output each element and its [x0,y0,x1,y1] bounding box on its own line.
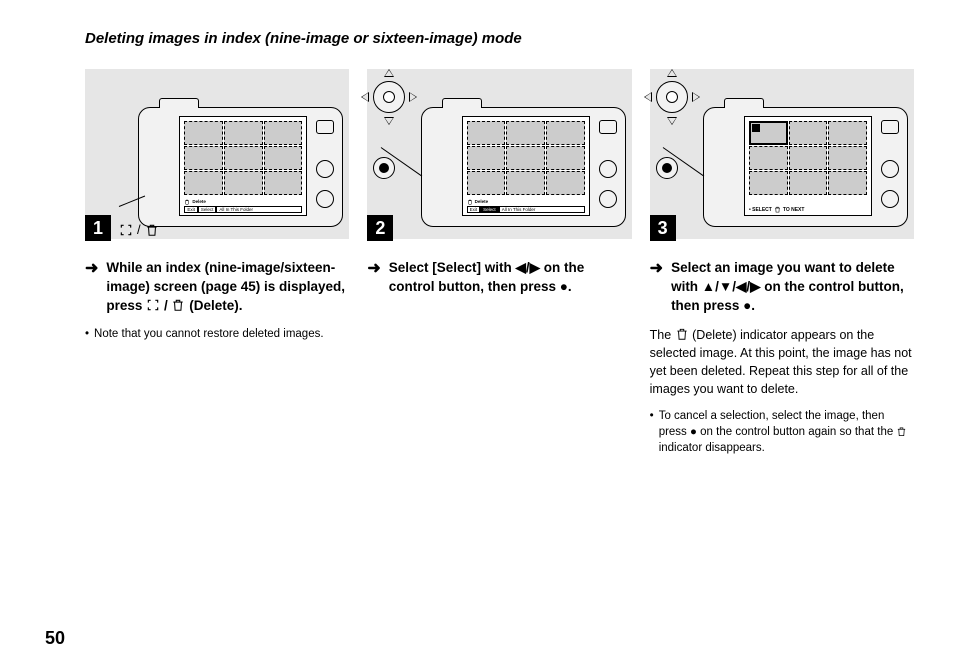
arrow-icon: ➜ [85,259,98,316]
delete-label: Delete [467,199,585,205]
step-number-1: 1 [85,215,111,241]
step-2-column: Delete Exit Select All In This Folder 2 [367,69,631,456]
all-folder-btn: All In This Folder [499,206,585,213]
step-2-figure: Delete Exit Select All In This Folder 2 [367,69,631,239]
step-3-figure: • SELECT TO NEXT 3 [650,69,914,239]
step-number-3: 3 [650,215,676,241]
arrow-icon: ➜ [367,259,380,297]
trash-icon [171,298,185,312]
all-folder-btn: All In This Folder [216,206,302,213]
trash-icon [145,223,159,237]
step-2-instruction: Select [Select] with ◀/▶ on the control … [389,259,632,297]
trash-icon [896,426,907,437]
step-3-column: • SELECT TO NEXT 3 ➜ Select an image you… [650,69,914,456]
step-1-instruction: While an index (nine-image/sixteen-image… [106,259,349,316]
exit-btn: Exit [467,206,481,213]
camera-screen: Delete Exit Select All In This Folder [462,116,590,216]
step-1-note: • Note that you cannot restore deleted i… [85,326,349,342]
step-3-body: The (Delete) indicator appears on the se… [650,326,914,399]
camera-screen: • SELECT TO NEXT [744,116,872,216]
step-3-instruction: Select an image you want to delete with … [671,259,914,316]
page-number: 50 [45,628,65,649]
select-btn: Select [198,206,217,213]
step-1-column: Delete Exit Select All In This Folder 1 [85,69,349,456]
select-next-label: • SELECT TO NEXT [749,206,867,213]
arrow-icon: ➜ [650,259,663,316]
exit-btn: Exit [184,206,198,213]
trash-icon [675,327,689,341]
steps-row: Delete Exit Select All In This Folder 1 [85,69,914,456]
step-3-note: • To cancel a selection, select the imag… [650,408,914,456]
select-btn: Select [480,206,499,213]
step-number-2: 2 [367,215,393,241]
delete-label: Delete [184,199,302,205]
page-title: Deleting images in index (nine-image or … [85,30,914,47]
resize-icon [119,223,133,237]
camera-screen: Delete Exit Select All In This Folder [179,116,307,216]
resize-icon [146,298,160,312]
step-1-figure: Delete Exit Select All In This Folder 1 [85,69,349,239]
step-1-icons: / [119,222,159,237]
